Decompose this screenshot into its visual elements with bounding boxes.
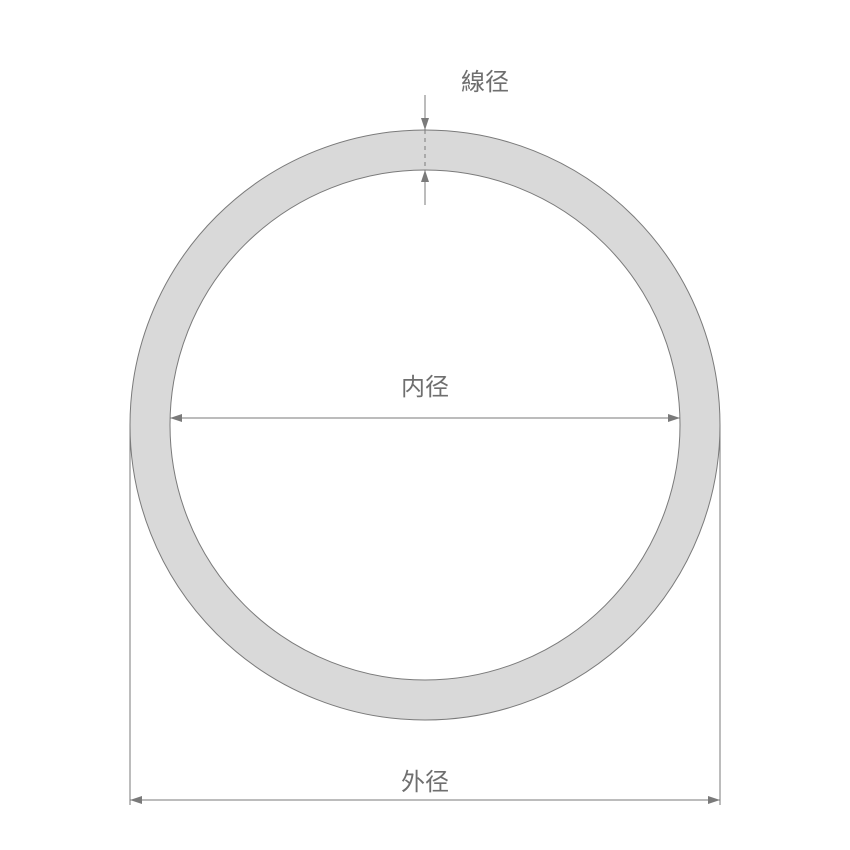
outer-diameter-label: 外径	[401, 769, 449, 796]
inner-diameter-label: 内径	[401, 374, 449, 401]
outer-diameter-dimension-arrowhead	[130, 796, 142, 804]
outer-diameter-dimension-arrowhead	[708, 796, 720, 804]
ring	[130, 130, 720, 720]
ring-inner-circle	[170, 170, 680, 680]
wire-diameter-arrow-top	[421, 95, 429, 130]
wire-diameter-arrow-top-arrowhead	[421, 118, 429, 130]
wire-diameter-label: 線径	[461, 69, 509, 96]
outer-diameter-dimension	[130, 796, 720, 804]
